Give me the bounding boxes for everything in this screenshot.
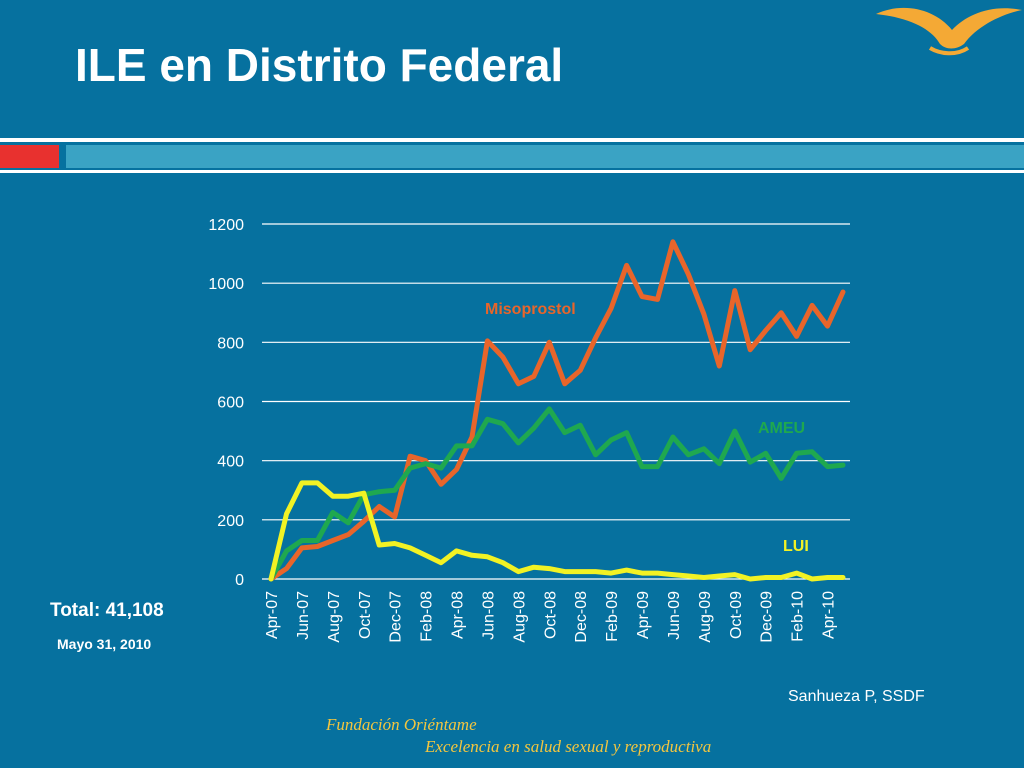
x-tick-label: Apr-10 (821, 591, 838, 639)
x-tick-label: Oct-08 (542, 591, 559, 639)
x-tick-label: Aug-07 (326, 591, 343, 643)
series-label-lui: LUI (783, 538, 809, 555)
x-tick-label: Oct-09 (728, 591, 745, 639)
x-tick-label: Feb-10 (790, 591, 807, 642)
series-line-misoprostol (268, 239, 846, 582)
total-label: Total: 41,108 (50, 600, 164, 621)
x-tick-label: Jun-07 (295, 591, 312, 640)
x-tick-label: Apr-08 (450, 591, 467, 639)
x-tick-label: Jun-09 (666, 591, 683, 640)
x-tick-label: Feb-08 (419, 591, 436, 642)
series-label-ameu: AMEU (758, 420, 805, 437)
y-tick-label: 600 (217, 395, 244, 412)
source-label: Sanhueza P, SSDF (788, 688, 925, 705)
header-divider-line-lower (0, 170, 1024, 173)
x-tick-label: Dec-08 (573, 591, 590, 643)
series-label-misoprostol: Misoprostol (485, 301, 576, 318)
x-tick-label: Apr-07 (264, 591, 281, 639)
header-accent-bar (66, 145, 1024, 168)
y-tick-label: 0 (235, 572, 244, 589)
seagull-logo-icon (876, 7, 1022, 56)
date-label: Mayo 31, 2010 (57, 636, 152, 652)
x-tick-label: Feb-09 (604, 591, 621, 642)
y-tick-label: 200 (217, 513, 244, 530)
header-divider-line (0, 138, 1024, 142)
y-tick-label: 1200 (208, 217, 244, 234)
y-tick-label: 800 (217, 335, 244, 352)
org-name: Fundación Oriéntame (326, 715, 477, 734)
x-tick-label: Dec-07 (388, 591, 405, 643)
x-tick-label: Dec-09 (759, 591, 776, 643)
org-tagline: Excelencia en salud sexual y reproductiv… (425, 737, 712, 756)
x-tick-label: Aug-09 (697, 591, 714, 643)
x-tick-label: Apr-09 (635, 591, 652, 639)
slide-title: ILE en Distrito Federal (75, 39, 564, 91)
x-tick-label: Jun-08 (480, 591, 497, 640)
y-tick-label: 1000 (208, 276, 244, 293)
header-accent-red (0, 145, 59, 168)
x-tick-label: Aug-08 (511, 591, 528, 643)
series-line-lui (268, 480, 846, 582)
x-tick-label: Oct-07 (357, 591, 374, 639)
y-tick-label: 400 (217, 454, 244, 471)
